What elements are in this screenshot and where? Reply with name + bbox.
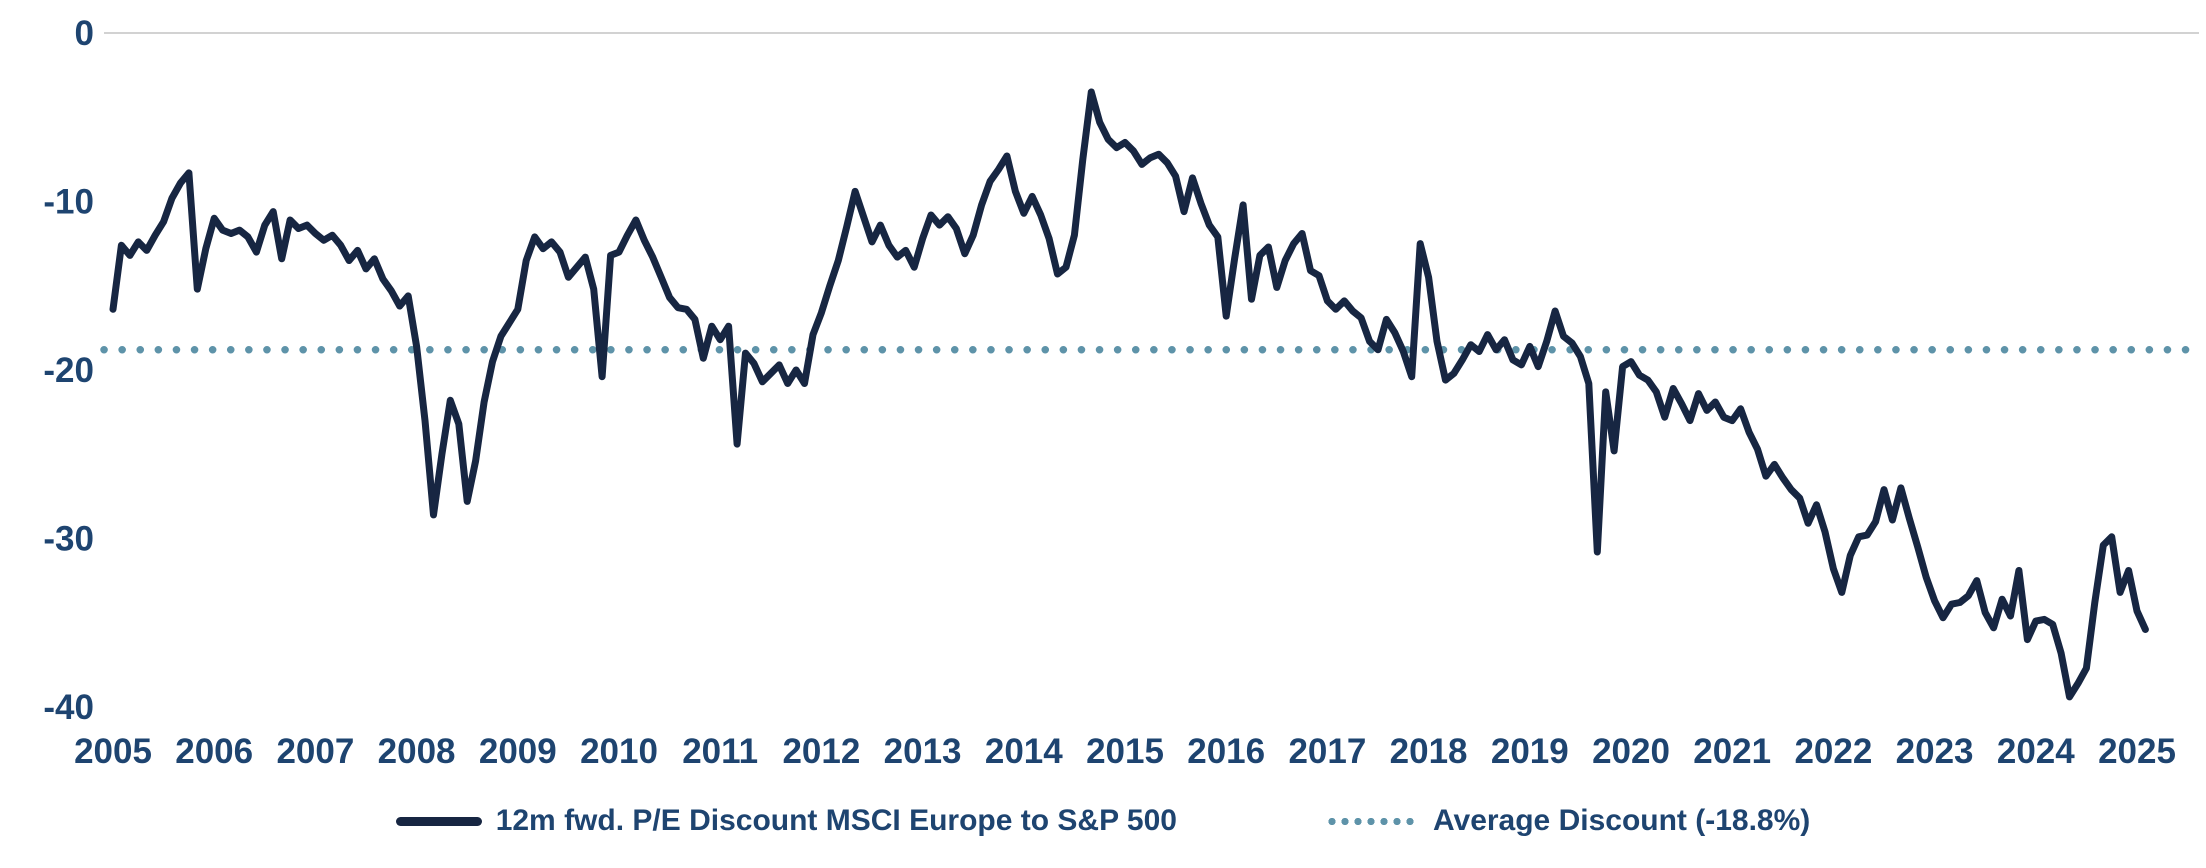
x-tick-label: 2014 <box>985 732 1063 771</box>
legend-item-average: Average Discount (-18.8%) <box>1326 804 1811 838</box>
x-tick-label: 2022 <box>1794 732 1872 771</box>
x-tick-label: 2006 <box>175 732 253 771</box>
x-tick-label: 2005 <box>74 732 152 771</box>
legend: 12m fwd. P/E Discount MSCI Europe to S&P… <box>0 798 2206 844</box>
x-tick-label: 2007 <box>276 732 354 771</box>
x-tick-label: 2024 <box>1997 732 2075 771</box>
series-legend-label: 12m fwd. P/E Discount MSCI Europe to S&P… <box>495 804 1177 837</box>
x-tick-label: 2009 <box>479 732 557 771</box>
x-tick-label: 2013 <box>884 732 962 771</box>
x-tick-label: 2017 <box>1288 732 1366 771</box>
x-tick-label: 2016 <box>1187 732 1265 771</box>
x-tick-label: 2019 <box>1491 732 1569 771</box>
x-tick-label: 2010 <box>580 732 658 771</box>
x-tick-label: 2012 <box>782 732 860 771</box>
x-tick-label: 2021 <box>1693 732 1771 771</box>
x-tick-label: 2011 <box>682 732 758 771</box>
x-tick-label: 2018 <box>1390 732 1468 771</box>
series-line-swatch <box>395 816 482 826</box>
average-legend-label: Average Discount (-18.8%) <box>1432 804 1811 837</box>
y-tick-label: -40 <box>43 688 94 727</box>
x-tick-label: 2025 <box>2098 732 2176 771</box>
x-tick-label: 2020 <box>1592 732 1670 771</box>
y-tick-label: -30 <box>43 520 94 559</box>
y-tick-label: -20 <box>43 351 94 390</box>
y-tick-label: 0 <box>75 14 94 53</box>
average-dotted-swatch <box>1326 816 1419 826</box>
x-tick-label: 2015 <box>1086 732 1164 771</box>
x-tick-label: 2008 <box>378 732 456 771</box>
y-tick-label: -10 <box>43 183 94 222</box>
x-tick-label: 2023 <box>1896 732 1974 771</box>
series-line <box>109 88 2149 701</box>
legend-item-series: 12m fwd. P/E Discount MSCI Europe to S&P… <box>395 804 1177 838</box>
